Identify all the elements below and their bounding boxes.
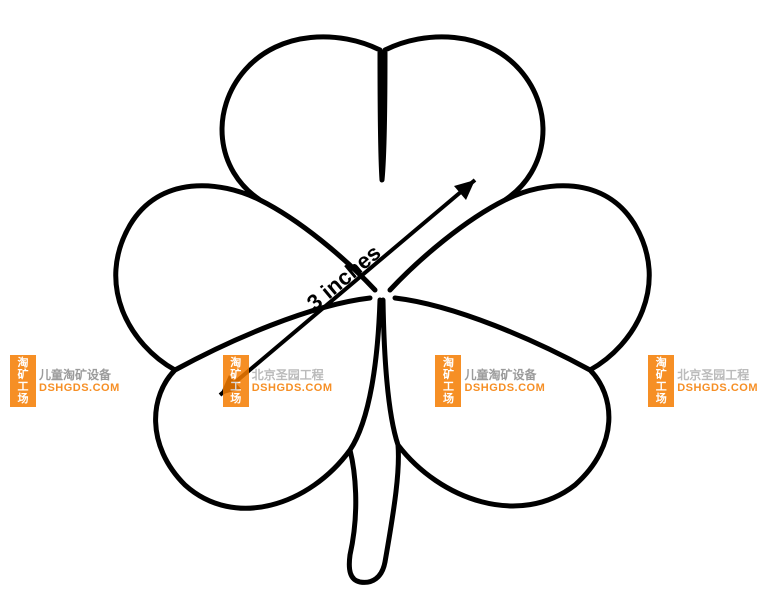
watermark-text: 儿童淘矿设备 DSHGDS.COM	[39, 369, 120, 394]
watermark-row: 淘矿 工场 儿童淘矿设备 DSHGDS.COM 淘矿 工场 北京圣园工程 DSH…	[0, 355, 768, 407]
watermark-item: 淘矿 工场 儿童淘矿设备 DSHGDS.COM	[435, 355, 545, 407]
watermark-top: 北京圣园工程	[677, 369, 758, 382]
watermark-bottom: DSHGDS.COM	[252, 382, 333, 394]
watermark-bottom: DSHGDS.COM	[464, 382, 545, 394]
watermark-top: 儿童淘矿设备	[39, 369, 120, 382]
watermark-text: 北京圣园工程 DSHGDS.COM	[252, 369, 333, 394]
watermark-item: 淘矿 工场 北京圣园工程 DSHGDS.COM	[223, 355, 333, 407]
watermark-text: 儿童淘矿设备 DSHGDS.COM	[464, 369, 545, 394]
clover-diagram: 3 inches	[0, 0, 768, 601]
watermark-top: 北京圣园工程	[252, 369, 333, 382]
watermark-text: 北京圣园工程 DSHGDS.COM	[677, 369, 758, 394]
watermark-item: 淘矿 工场 北京圣园工程 DSHGDS.COM	[648, 355, 758, 407]
clover-outline	[116, 37, 650, 583]
watermark-badge: 淘矿 工场	[223, 355, 249, 407]
watermark-top: 儿童淘矿设备	[464, 369, 545, 382]
clover-svg	[0, 0, 768, 601]
watermark-item: 淘矿 工场 儿童淘矿设备 DSHGDS.COM	[10, 355, 120, 407]
watermark-bottom: DSHGDS.COM	[677, 382, 758, 394]
watermark-badge: 淘矿 工场	[648, 355, 674, 407]
watermark-bottom: DSHGDS.COM	[39, 382, 120, 394]
watermark-badge: 淘矿 工场	[10, 355, 36, 407]
watermark-badge: 淘矿 工场	[435, 355, 461, 407]
